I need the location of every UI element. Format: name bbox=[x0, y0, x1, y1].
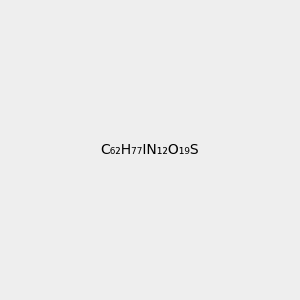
Text: C₆₂H₇₇IN₁₂O₁₉S: C₆₂H₇₇IN₁₂O₁₉S bbox=[101, 143, 199, 157]
